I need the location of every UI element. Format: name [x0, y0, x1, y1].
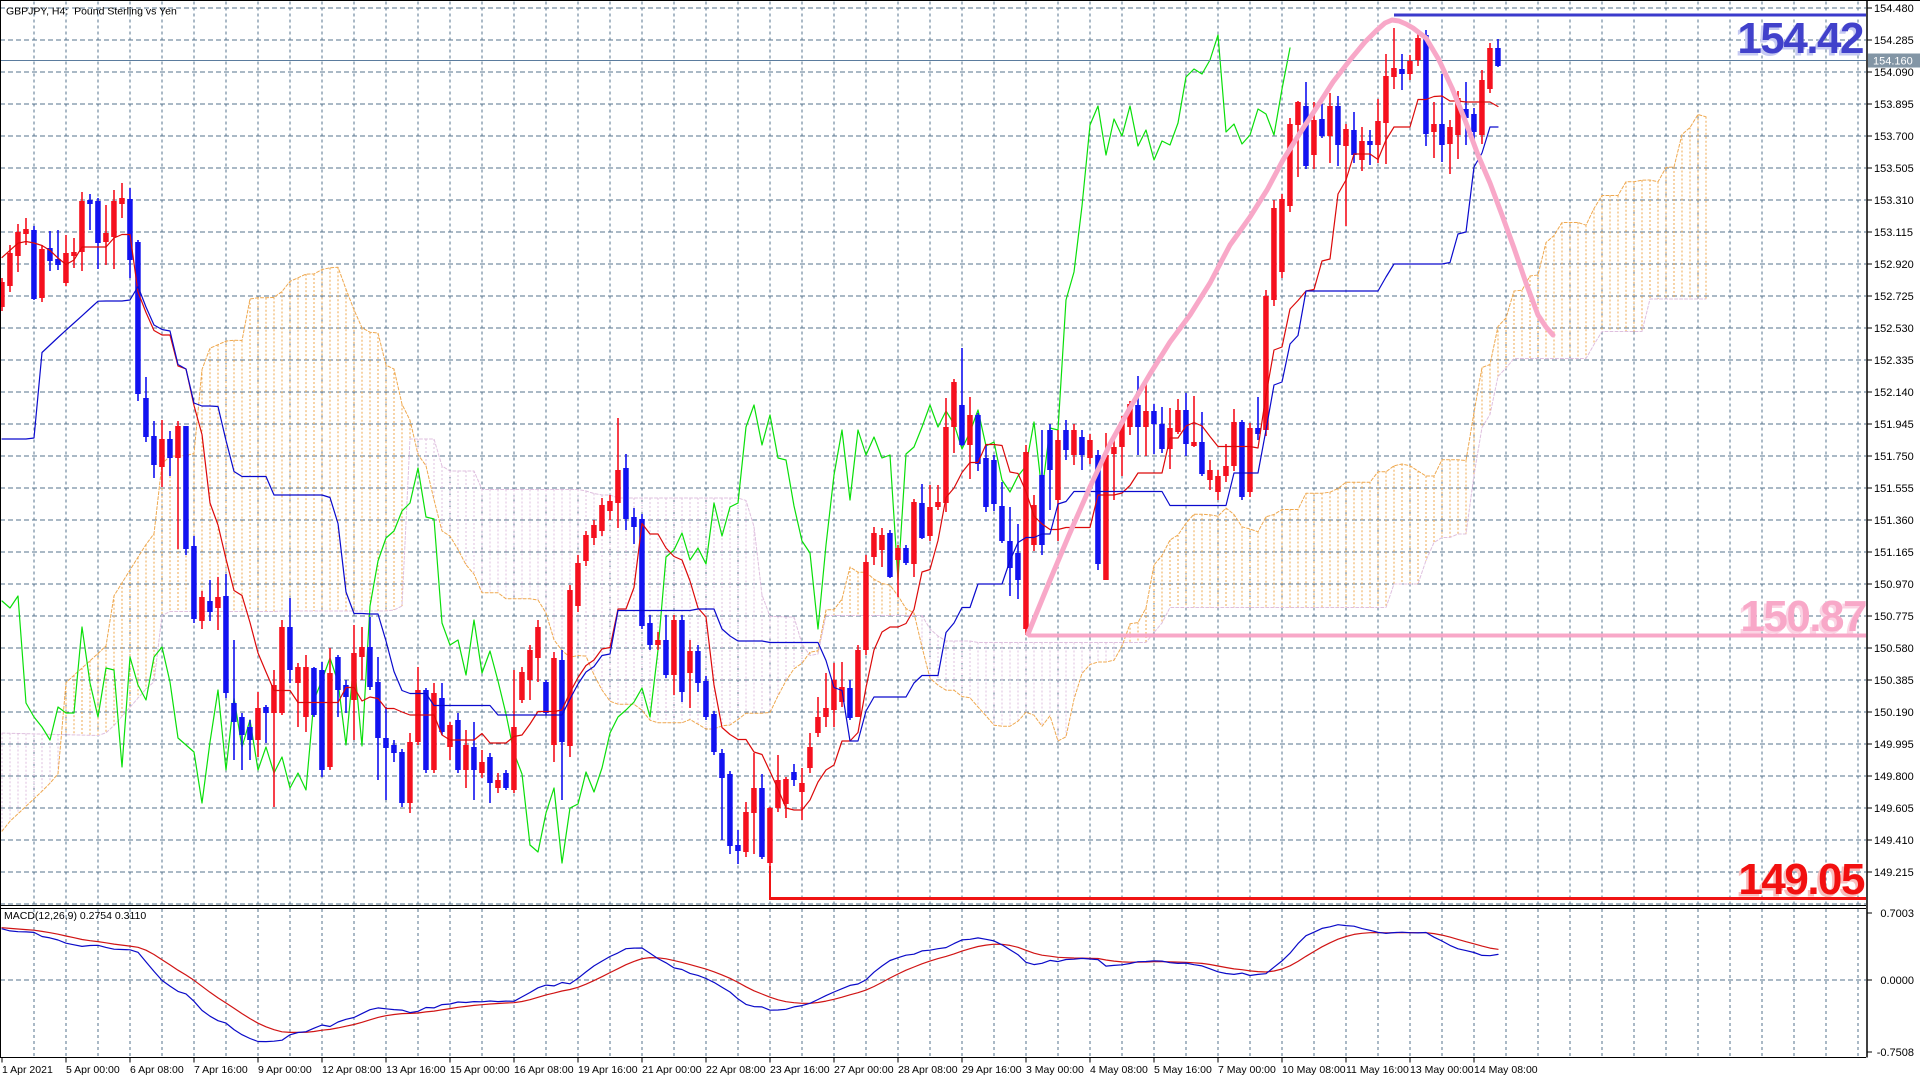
svg-text:150.385: 150.385 [1874, 675, 1914, 687]
svg-text:150.87: 150.87 [1738, 595, 1864, 644]
svg-text:149.800: 149.800 [1874, 771, 1914, 783]
svg-text:28 Apr 08:00: 28 Apr 08:00 [898, 1064, 958, 1076]
svg-text:19 Apr 16:00: 19 Apr 16:00 [578, 1064, 638, 1076]
svg-text:151.750: 151.750 [1874, 451, 1914, 463]
svg-text:27 Apr 00:00: 27 Apr 00:00 [834, 1064, 894, 1076]
svg-text:152.335: 152.335 [1874, 355, 1914, 367]
svg-text:152.920: 152.920 [1874, 259, 1914, 271]
svg-text:7 Apr 16:00: 7 Apr 16:00 [194, 1064, 248, 1076]
svg-text:154.160: 154.160 [1873, 56, 1913, 68]
svg-text:152.725: 152.725 [1874, 291, 1914, 303]
svg-text:154.42: 154.42 [1737, 14, 1863, 63]
svg-text:5 Apr 00:00: 5 Apr 00:00 [66, 1064, 120, 1076]
svg-text:15 Apr 00:00: 15 Apr 00:00 [450, 1064, 510, 1076]
svg-text:MACD(12,26,9) 0.2754 0.3110: MACD(12,26,9) 0.2754 0.3110 [4, 910, 146, 922]
svg-text:150.775: 150.775 [1874, 611, 1914, 623]
svg-text:149.05: 149.05 [1738, 855, 1865, 904]
svg-text:149.995: 149.995 [1874, 739, 1914, 751]
svg-text:150.970: 150.970 [1874, 579, 1914, 591]
svg-text:0.0000: 0.0000 [1880, 975, 1914, 987]
svg-text:0.7003: 0.7003 [1880, 908, 1914, 920]
svg-text:149.215: 149.215 [1874, 867, 1914, 879]
svg-text:153.700: 153.700 [1874, 131, 1914, 143]
svg-text:4 May 08:00: 4 May 08:00 [1090, 1064, 1148, 1076]
svg-text:GBPJPY, H4: Pound Sterling vs: GBPJPY, H4: Pound Sterling vs Yen [6, 6, 177, 18]
svg-text:23 Apr 16:00: 23 Apr 16:00 [770, 1064, 830, 1076]
svg-text:149.410: 149.410 [1874, 835, 1914, 847]
svg-text:5 May 16:00: 5 May 16:00 [1154, 1064, 1212, 1076]
svg-text:16 Apr 08:00: 16 Apr 08:00 [514, 1064, 574, 1076]
svg-text:11 May 16:00: 11 May 16:00 [1346, 1064, 1409, 1076]
svg-text:21 Apr 00:00: 21 Apr 00:00 [642, 1064, 702, 1076]
svg-text:153.505: 153.505 [1874, 163, 1914, 175]
svg-text:150.87: 150.87 [1740, 592, 1866, 641]
svg-text:151.360: 151.360 [1874, 515, 1914, 527]
svg-text:13 Apr 16:00: 13 Apr 16:00 [386, 1064, 446, 1076]
svg-text:29 Apr 16:00: 29 Apr 16:00 [962, 1064, 1022, 1076]
svg-text:3 May 00:00: 3 May 00:00 [1026, 1064, 1084, 1076]
svg-text:154.42: 154.42 [1735, 17, 1861, 66]
svg-text:150.580: 150.580 [1874, 643, 1914, 655]
svg-text:152.140: 152.140 [1874, 387, 1914, 399]
svg-text:6 Apr 08:00: 6 Apr 08:00 [130, 1064, 184, 1076]
svg-text:12 Apr 08:00: 12 Apr 08:00 [322, 1064, 382, 1076]
svg-text:149.605: 149.605 [1874, 803, 1914, 815]
svg-text:9 Apr 00:00: 9 Apr 00:00 [258, 1064, 312, 1076]
svg-text:151.555: 151.555 [1874, 483, 1914, 495]
svg-text:154.090: 154.090 [1874, 67, 1914, 79]
svg-text:14 May 08:00: 14 May 08:00 [1474, 1064, 1538, 1076]
svg-text:1 Apr 2021: 1 Apr 2021 [2, 1064, 53, 1076]
svg-text:152.530: 152.530 [1874, 323, 1914, 335]
svg-text:154.285: 154.285 [1874, 35, 1914, 47]
svg-text:153.310: 153.310 [1874, 195, 1914, 207]
svg-text:151.945: 151.945 [1874, 419, 1914, 431]
svg-text:10 May 08:00: 10 May 08:00 [1282, 1064, 1346, 1076]
svg-text:154.480: 154.480 [1874, 3, 1914, 15]
svg-text:150.190: 150.190 [1874, 707, 1914, 719]
svg-text:153.115: 153.115 [1874, 227, 1913, 239]
svg-text:151.165: 151.165 [1874, 547, 1914, 559]
svg-text:-0.7508: -0.7508 [1877, 1047, 1914, 1059]
svg-text:13 May 00:00: 13 May 00:00 [1410, 1064, 1474, 1076]
svg-text:153.895: 153.895 [1874, 99, 1914, 111]
svg-text:7 May 00:00: 7 May 00:00 [1218, 1064, 1276, 1076]
svg-text:149.05: 149.05 [1736, 858, 1863, 907]
svg-text:22 Apr 08:00: 22 Apr 08:00 [706, 1064, 766, 1076]
